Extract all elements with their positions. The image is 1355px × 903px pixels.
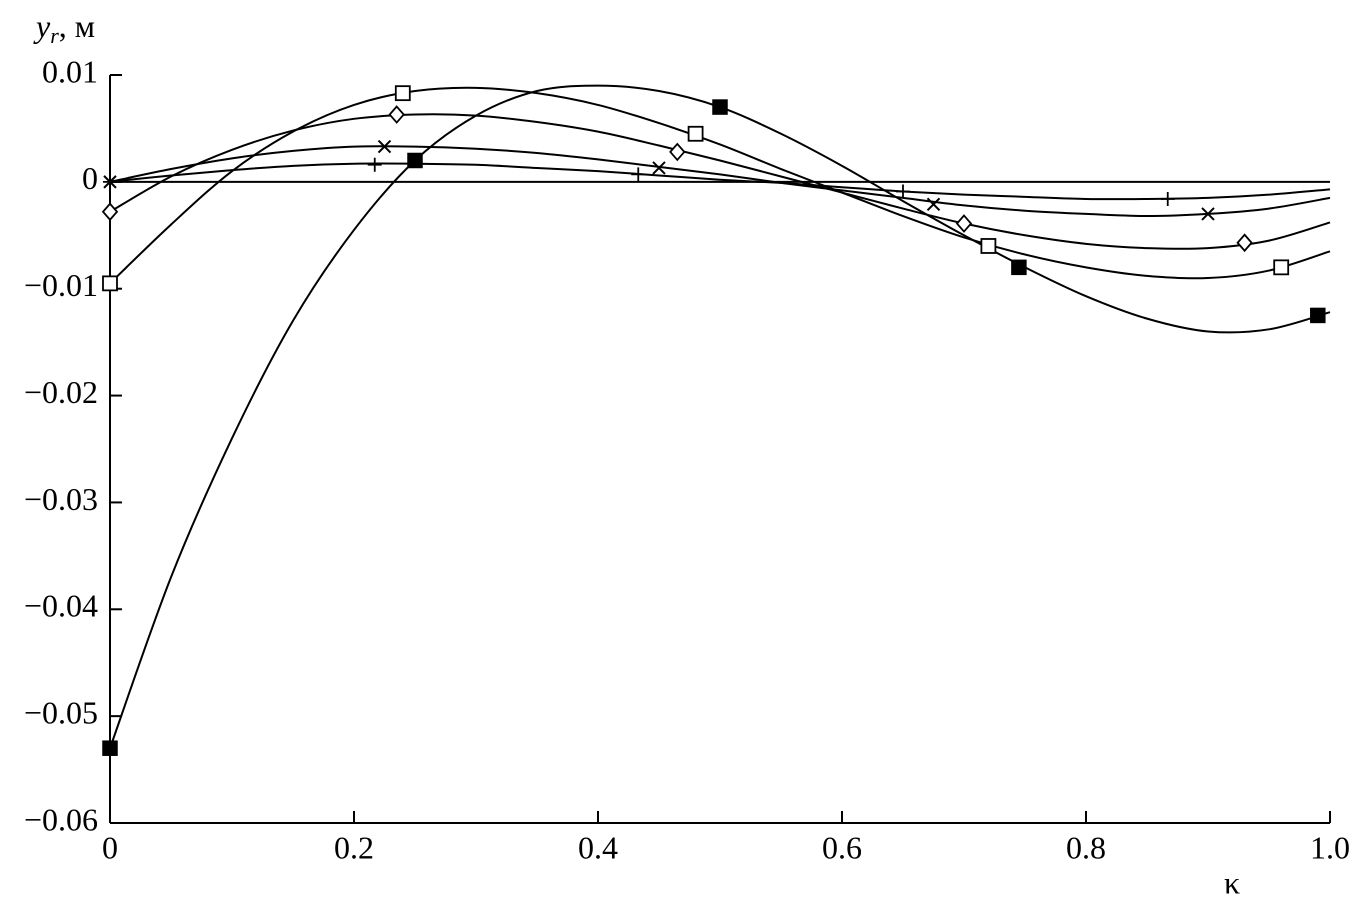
x-tick-label: 1.0 (1310, 829, 1350, 865)
marker (407, 152, 423, 169)
marker (1201, 207, 1215, 221)
y-axis-label: yr, м (33, 8, 95, 48)
marker (377, 139, 392, 154)
x-tick-label: 0.4 (578, 829, 618, 865)
x-axis-label: κ (1224, 864, 1240, 900)
x-tick-label: 0 (102, 829, 118, 865)
marker (1310, 307, 1326, 324)
marker (669, 142, 686, 162)
marker (102, 740, 118, 756)
marker (980, 238, 997, 254)
series-line (109, 145, 1331, 218)
marker (101, 202, 119, 222)
y-label-symbol: y (33, 8, 51, 44)
y-tick-label: −0.05 (24, 694, 98, 730)
marker (103, 174, 117, 189)
marker (926, 197, 941, 212)
marker (1236, 233, 1253, 253)
y-tick-label: −0.03 (24, 481, 98, 517)
marker (652, 161, 666, 175)
marker (367, 157, 382, 172)
x-tick-label: 0.8 (1066, 829, 1106, 865)
marker (687, 125, 704, 142)
y-tick-label: 0.01 (42, 53, 98, 89)
marker (712, 99, 728, 115)
y-tick-label: −0.04 (24, 588, 98, 624)
marker (955, 214, 973, 233)
series-line (109, 162, 1331, 201)
series-line (109, 113, 1331, 250)
y-label-unit: , м (59, 8, 95, 44)
marker (1160, 191, 1175, 206)
x-tick-label: 0.2 (334, 829, 374, 865)
marker (896, 184, 910, 199)
y-tick-label: −0.02 (24, 374, 98, 410)
y-tick-label: 0 (82, 160, 98, 196)
marker (631, 167, 646, 182)
x-tick-label: 0.6 (822, 829, 862, 865)
marker (388, 105, 405, 124)
marker (394, 85, 411, 102)
marker (1273, 259, 1290, 276)
series-line (109, 86, 1331, 285)
marker (102, 275, 118, 292)
marker (1011, 259, 1027, 276)
y-tick-label: −0.01 (24, 267, 98, 303)
y-label-subscript: r (50, 23, 59, 48)
series-line (109, 84, 1331, 749)
y-tick-label: −0.06 (24, 801, 98, 837)
